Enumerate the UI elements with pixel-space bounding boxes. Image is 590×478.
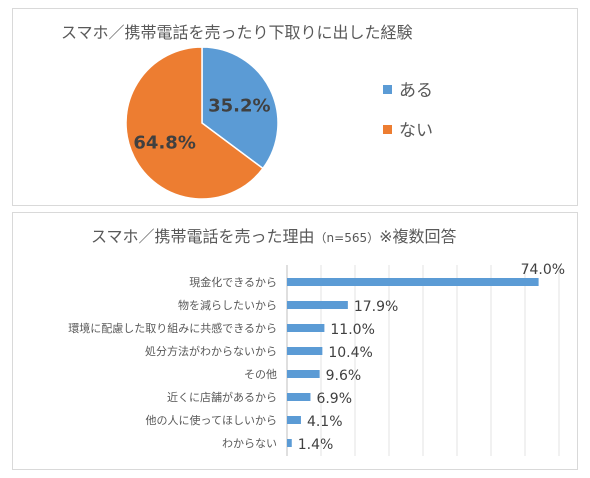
category-label: 近くに店舗があるから bbox=[167, 390, 277, 404]
category-label: 他の人に使ってほしいから bbox=[146, 414, 277, 427]
pie-data-label: 35.2% bbox=[208, 95, 270, 116]
bar-data-label: 1.4% bbox=[298, 437, 334, 453]
category-label: わからない bbox=[222, 437, 277, 450]
legend-swatch bbox=[383, 85, 392, 94]
bar bbox=[287, 301, 348, 309]
category-label: 物を減らしたいから bbox=[178, 298, 277, 312]
legend-label: ある bbox=[399, 81, 433, 101]
category-label: 処分方法がわからないから bbox=[145, 344, 277, 358]
legend-swatch bbox=[383, 125, 392, 134]
pie-chart-title: スマホ／携帯電話を売ったり下取りに出した経験 bbox=[61, 23, 413, 42]
bar-data-label: 74.0% bbox=[521, 262, 565, 278]
pie-data-label: 64.8% bbox=[133, 133, 195, 154]
category-label: 環境に配慮した取り組みに共感できるから bbox=[68, 321, 277, 335]
bar bbox=[287, 416, 301, 424]
pie-slice-1 bbox=[125, 46, 264, 200]
bar bbox=[287, 278, 539, 286]
bar-data-label: 10.4% bbox=[328, 345, 372, 361]
bar-chart-panel: スマホ／携帯電話を売った理由（n=565）※複数回答 現金化できるから 74.0%… bbox=[12, 212, 578, 470]
bar bbox=[287, 370, 320, 378]
bar-data-label: 17.9% bbox=[354, 299, 398, 315]
bar-chart-title-n: （n=565） bbox=[314, 231, 380, 245]
bar-data-label: 9.6% bbox=[326, 368, 362, 384]
bar-chart: 現金化できるから 74.0% 物を減らしたいから 17.9% 環境に配慮した取り組みに共… bbox=[68, 262, 565, 456]
pie-chart-panel: スマホ／携帯電話を売ったり下取りに出した経験 35.2% 64.8% あるない bbox=[12, 8, 578, 206]
bar-data-label: 4.1% bbox=[307, 414, 343, 430]
bar bbox=[287, 439, 292, 447]
bar-chart-title-note: ※複数回答 bbox=[379, 227, 457, 246]
bar-chart-title: スマホ／携帯電話を売った理由（n=565）※複数回答 bbox=[91, 223, 457, 247]
pie-slice-0 bbox=[201, 46, 279, 170]
bar-data-label: 6.9% bbox=[316, 391, 352, 407]
bar-data-label: 11.0% bbox=[330, 322, 374, 338]
bar-chart-title-main: スマホ／携帯電話を売った理由 bbox=[91, 227, 315, 246]
bar bbox=[287, 324, 325, 332]
legend-label: ない bbox=[399, 121, 433, 141]
bar bbox=[287, 393, 311, 401]
category-label: 現金化できるから bbox=[189, 275, 277, 289]
bar bbox=[287, 347, 323, 355]
category-label: その他 bbox=[244, 368, 277, 381]
